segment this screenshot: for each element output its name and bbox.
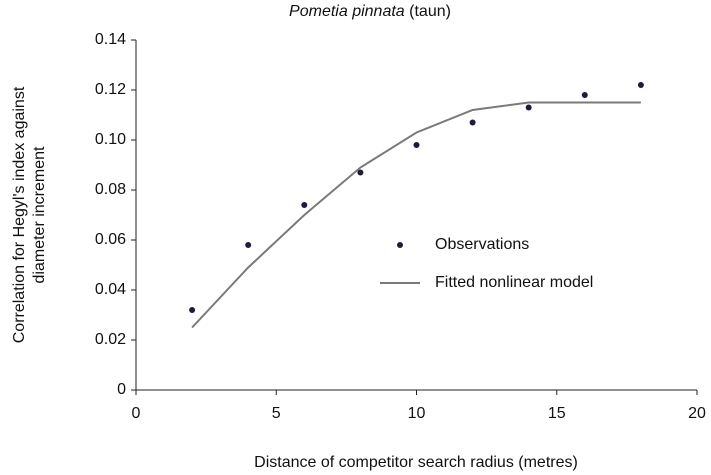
observation-point xyxy=(637,82,644,88)
y-tick-label: 0.06 xyxy=(95,231,126,248)
x-axis-label: Distance of competitor search radius (me… xyxy=(254,454,578,471)
x-tick-label: 20 xyxy=(688,405,706,422)
y-tick-label: 0.02 xyxy=(95,331,126,348)
y-axis-label-line: Correlation for Hegyl's index against xyxy=(11,86,28,343)
observation-point xyxy=(189,307,196,313)
x-tick-label: 5 xyxy=(272,405,281,422)
observation-point xyxy=(469,119,476,126)
y-tick-label: 0 xyxy=(117,381,126,398)
legend-label: Fitted nonlinear model xyxy=(435,274,593,291)
y-tick-label: 0.10 xyxy=(95,131,126,148)
y-axis-label: Correlation for Hegyl's index against di… xyxy=(11,86,48,343)
x-tick-label: 15 xyxy=(548,405,566,422)
legend-marker xyxy=(397,242,403,248)
chart-title: Pometia pinnata (taun) xyxy=(289,3,451,20)
fitted-line xyxy=(191,101,641,329)
y-tick-label: 0.04 xyxy=(95,281,126,298)
title-common: (taun) xyxy=(409,3,451,20)
observation-point xyxy=(301,202,308,208)
observation-point xyxy=(581,92,588,98)
x-tick-label: 10 xyxy=(408,405,426,422)
y-tick-label: 0.08 xyxy=(95,181,126,198)
x-tick-label: 0 xyxy=(132,405,141,422)
y-tick-label: 0.14 xyxy=(95,31,126,48)
title-species: Pometia pinnata xyxy=(289,3,405,20)
observation-point xyxy=(413,142,420,148)
y-axis-label-line: diameter increment xyxy=(31,146,48,284)
observation-point xyxy=(245,242,252,248)
observation-point xyxy=(357,169,364,176)
legend-label: Observations xyxy=(435,236,529,253)
observation-point xyxy=(525,104,532,111)
y-tick-label: 0.12 xyxy=(95,81,126,98)
